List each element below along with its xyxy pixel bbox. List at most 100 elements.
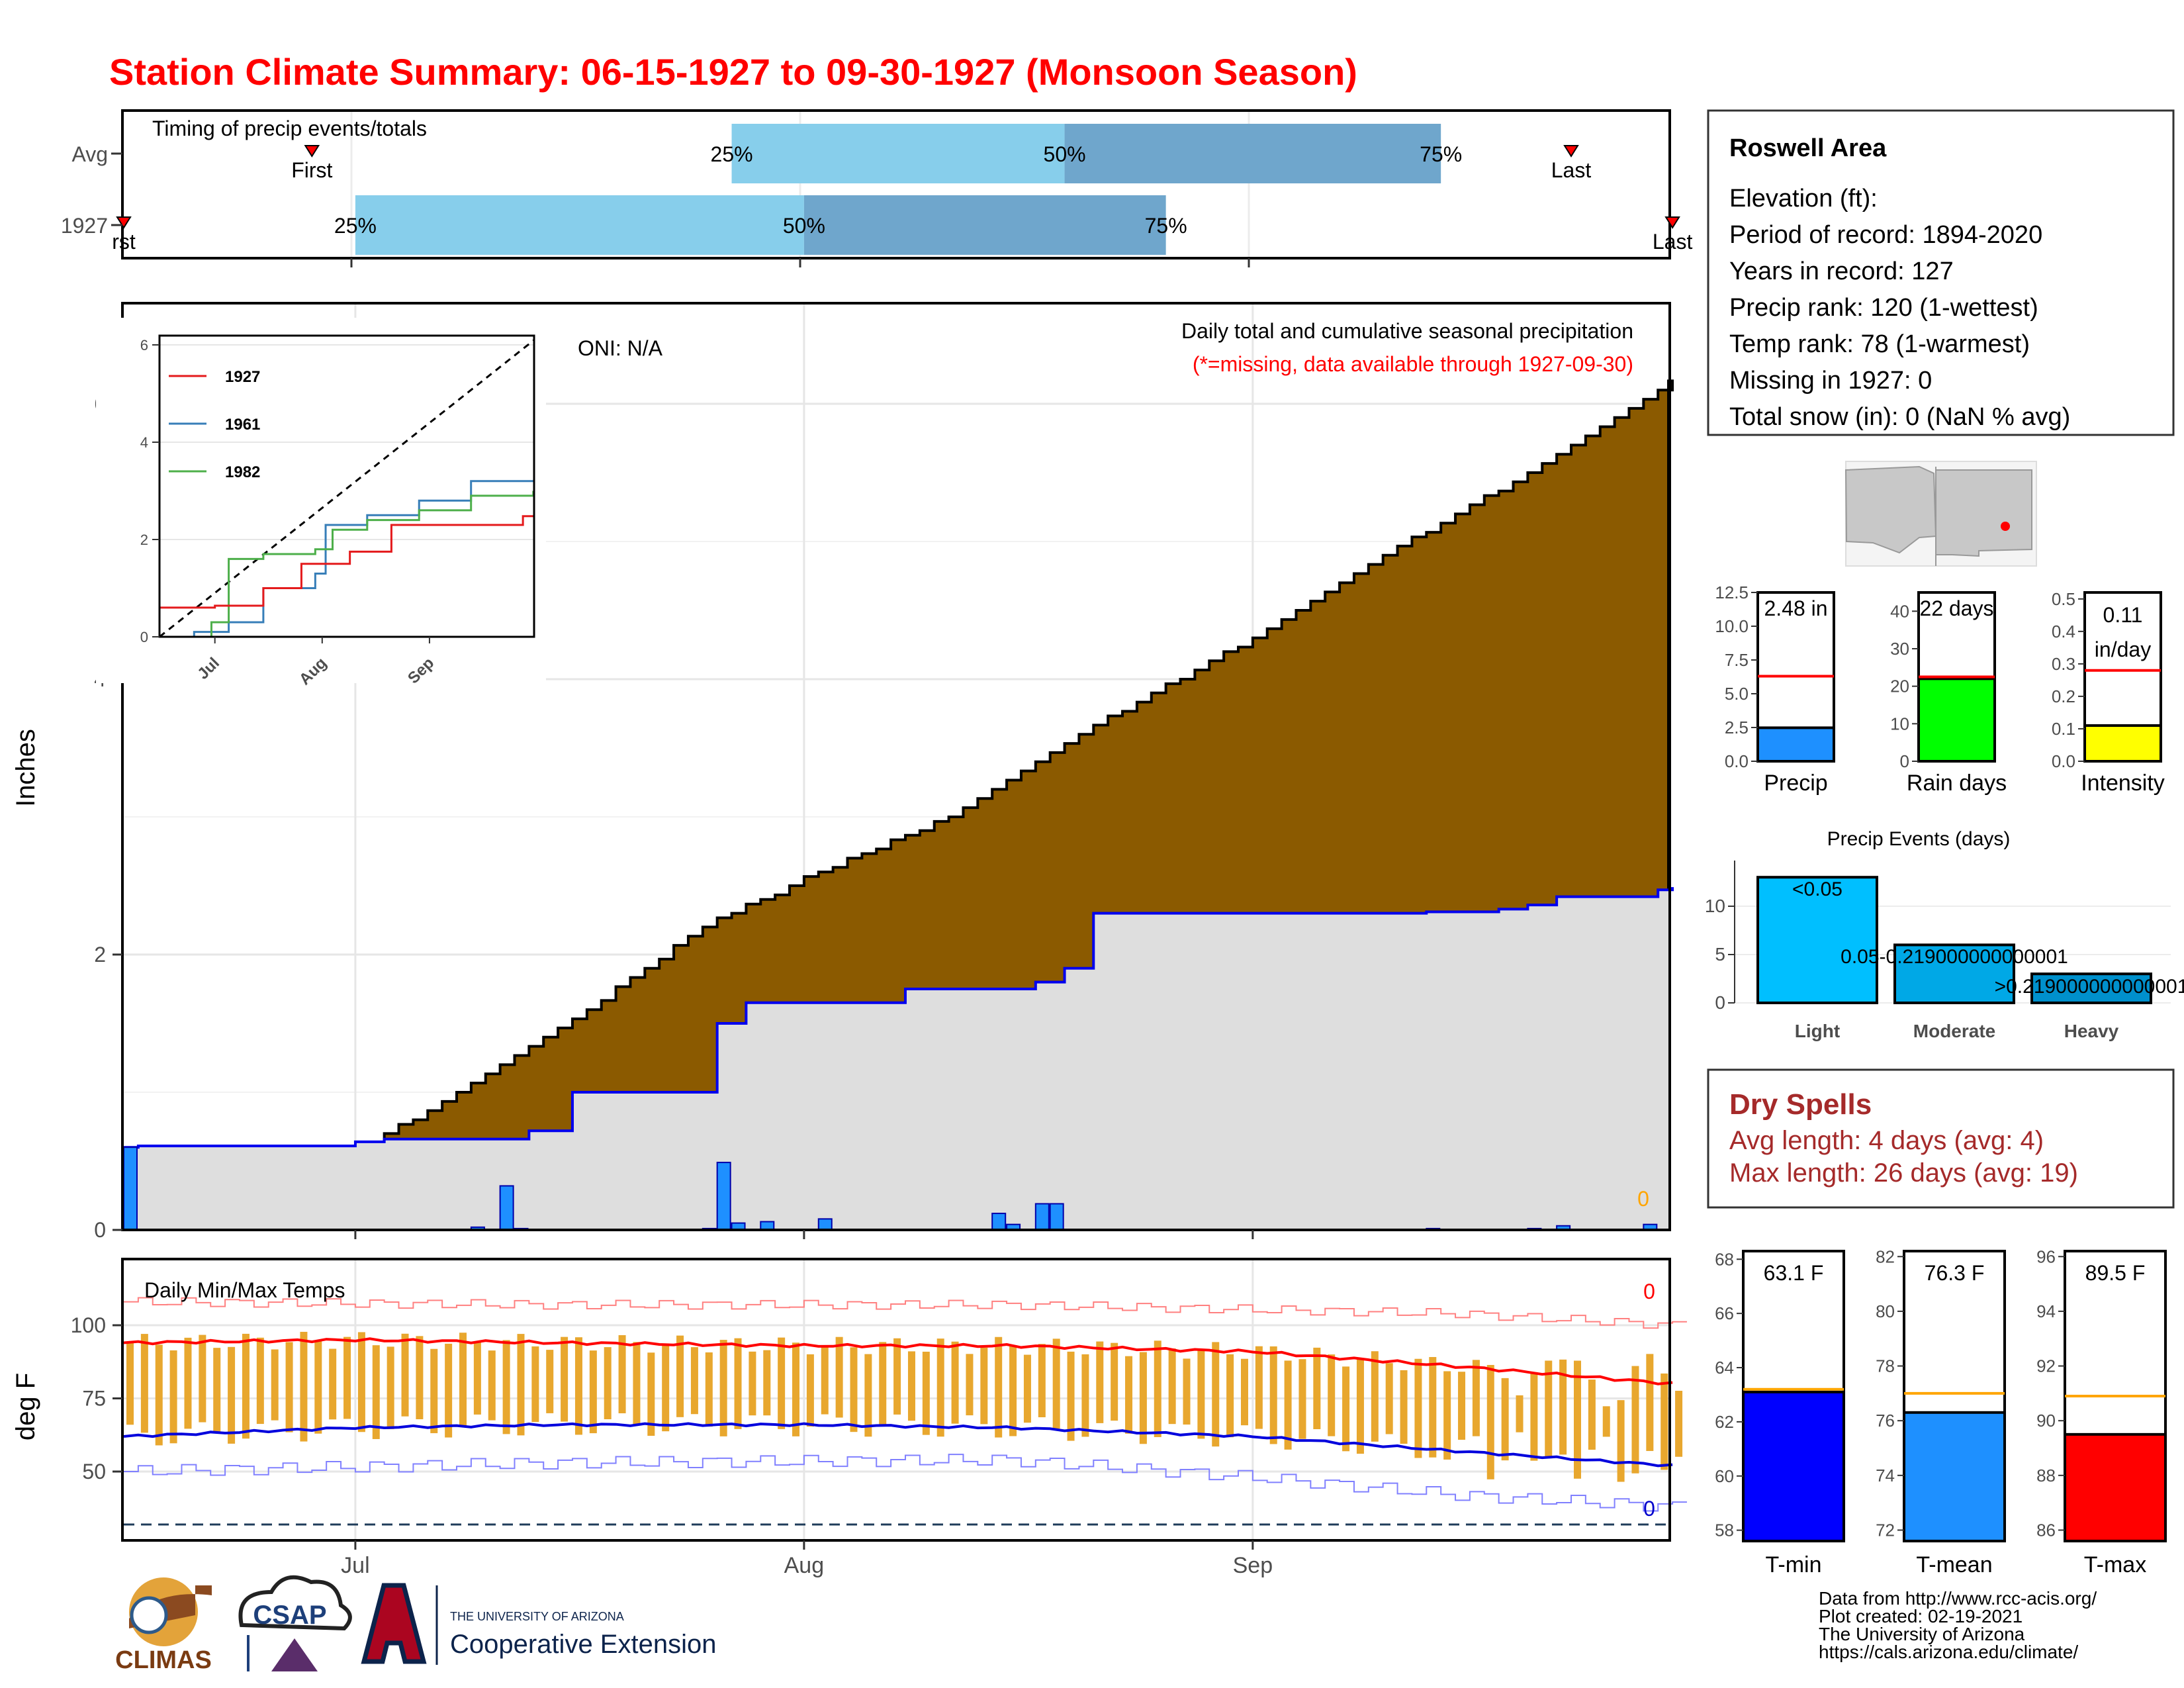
temp-day-bar — [228, 1346, 236, 1444]
temp-day-bar — [1443, 1371, 1451, 1460]
temp-day-bar — [387, 1346, 394, 1429]
station-info-line: Total snow (in): 0 (NaN % avg) — [1729, 403, 2070, 431]
mini-bar-ytick-label: 10.0 — [1715, 616, 1749, 636]
mini-bar-ytick-label: 0.4 — [2052, 622, 2075, 641]
timing-box-lower — [731, 124, 1065, 183]
temp-day-bar — [1574, 1360, 1581, 1479]
temp-day-bar — [589, 1350, 597, 1434]
temp-day-bar — [459, 1333, 467, 1426]
temp-day-bar — [604, 1347, 612, 1419]
temp-day-bar — [372, 1345, 380, 1439]
temp-ytick-label: 75 — [82, 1387, 106, 1411]
station-location-marker — [2001, 522, 2010, 531]
inset-bg — [96, 318, 546, 683]
station-frame — [1707, 109, 2175, 436]
temp-day-bar — [1559, 1359, 1567, 1455]
temp-day-bar — [1675, 1391, 1683, 1457]
mini-bar-label: in/day — [2095, 637, 2151, 661]
temp-day-bar — [821, 1346, 829, 1415]
timing-q75-label: 75% — [1420, 142, 1462, 166]
temp-day-bar — [199, 1335, 206, 1423]
mini-bar-name: Precip — [1764, 771, 1827, 796]
temp-day-bar — [1545, 1360, 1553, 1459]
mini-bar-ytick-label: 0.1 — [2052, 719, 2075, 739]
temp-day-bar — [1472, 1360, 1480, 1436]
temp-day-bar — [879, 1342, 887, 1425]
temp-summary-ytick-label: 86 — [2036, 1520, 2056, 1540]
temp-day-bar — [1429, 1357, 1437, 1458]
temp-day-bar — [778, 1337, 786, 1429]
temp-day-bar — [488, 1350, 496, 1421]
temp-day-bar — [792, 1342, 800, 1436]
temp-day-bar — [850, 1347, 858, 1432]
first-marker-icon — [116, 216, 132, 229]
timing-q25-label: 25% — [334, 214, 377, 238]
temp-summary-name: T-mean — [1916, 1552, 1992, 1577]
temp-day-bar — [922, 1351, 930, 1435]
precip-ytick-label: 0 — [94, 1218, 106, 1242]
temp-day-bar — [1052, 1338, 1060, 1429]
temp-summary-ytick-label: 60 — [1715, 1466, 1734, 1486]
temp-day-bar — [1530, 1372, 1538, 1461]
temp-day-bar — [806, 1354, 814, 1427]
temp-day-bar — [936, 1338, 944, 1437]
climas-globe-icon — [130, 1596, 168, 1634]
event-category-label: Moderate — [1913, 1021, 1995, 1041]
station-info-line: Missing in 1927: 0 — [1729, 367, 1932, 395]
temp-frame — [121, 1258, 1671, 1542]
temp-summary-name: T-min — [1766, 1552, 1822, 1577]
daily-precip-bar — [1049, 1203, 1064, 1231]
timing-q25-label: 25% — [711, 142, 753, 166]
temp-day-bar — [1328, 1354, 1336, 1436]
temp-day-bar — [1617, 1400, 1625, 1482]
inset-lines — [159, 339, 535, 638]
last-marker-icon — [1664, 216, 1680, 229]
inset-line-1927 — [159, 515, 533, 609]
observed-cumulative-area — [124, 888, 1673, 1230]
timing-q75-label: 75% — [1145, 214, 1187, 238]
temp-day-bar — [1631, 1366, 1639, 1474]
temp-day-bar — [705, 1352, 713, 1427]
event-bar — [2030, 972, 2152, 1004]
temp-day-bar — [314, 1341, 322, 1434]
temp-day-bar — [763, 1350, 771, 1416]
temp-day-bar — [1255, 1346, 1263, 1429]
temp-day-bar — [864, 1354, 872, 1437]
temp-day-bar — [1486, 1364, 1494, 1479]
inset-ytick-label: 4 — [140, 434, 148, 451]
temp-day-bar — [1226, 1354, 1234, 1438]
temp-day-bar — [749, 1351, 756, 1416]
ua-logo: THE UNIVERSITY OF ARIZONA Cooperative Ex… — [361, 1583, 716, 1665]
temp-day-bar — [329, 1348, 337, 1420]
timing-q50-label: 50% — [1044, 142, 1086, 166]
temp-day-bar — [662, 1343, 670, 1432]
daily-precip-bar — [123, 1147, 138, 1231]
events-ytick-label: 5 — [1715, 944, 1725, 964]
mini-bar-ytick-label: 30 — [1890, 639, 1909, 659]
event-category-label: Heavy — [2064, 1021, 2119, 1041]
credit-line-3: The University of Arizona — [1819, 1624, 2025, 1644]
page-title: Station Climate Summary: 06-15-1927 to 0… — [109, 51, 1357, 93]
events-title: Precip Events (days) — [1827, 828, 2011, 850]
temp-day-bar — [1197, 1348, 1205, 1439]
temp-day-bar — [546, 1350, 554, 1413]
inset-legend-label: 1927 — [225, 368, 260, 386]
temp-day-bar — [1602, 1406, 1610, 1437]
temp-day-bar — [1111, 1342, 1118, 1421]
temp-day-bar — [1081, 1354, 1089, 1437]
temp-day-bar — [502, 1340, 510, 1434]
event-category-label: Light — [1795, 1021, 1840, 1041]
mini-bar-name: Rain days — [1907, 771, 2007, 796]
inset-legend-label: 1982 — [225, 463, 260, 481]
summary-bars: 0.0 2.5 5.0 7.5 10.0 12.5 2.48 in Precip 0 10 20 30… — [1715, 583, 2164, 796]
inset-ytick-label: 6 — [140, 337, 148, 353]
temp-max-missing: 0 — [1643, 1280, 1655, 1303]
last-marker-icon — [1563, 145, 1579, 158]
temp-day-bar — [1516, 1395, 1524, 1432]
avg-min-line — [123, 1422, 1673, 1468]
daily-precip-bar — [817, 1218, 833, 1231]
temp-day-bar — [473, 1341, 481, 1415]
temp-day-bar — [285, 1342, 293, 1432]
temp-day-bar — [1168, 1348, 1176, 1425]
temp-day-bar — [1023, 1354, 1031, 1423]
